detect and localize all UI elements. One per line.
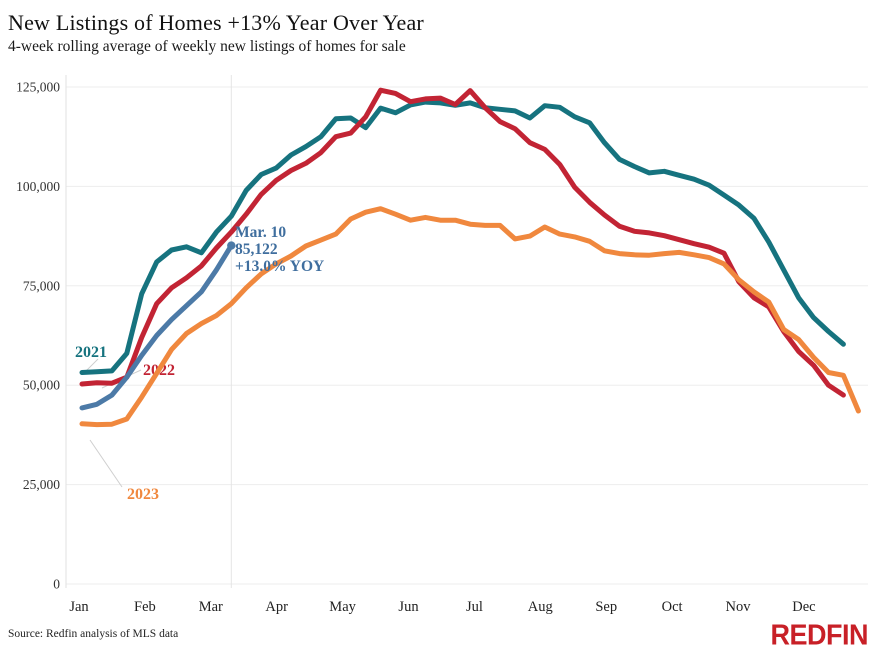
annotation-line3: +13.0% YOY: [235, 258, 324, 275]
x-tick-label: Apr: [265, 599, 288, 615]
series-line-2021: [79, 99, 846, 375]
series-line-2023: [79, 206, 861, 428]
x-tick-label: Mar: [199, 599, 223, 615]
redfin-logo: REDFIN: [770, 619, 869, 651]
x-tick-label: Jun: [398, 599, 419, 615]
annotation-line1: Mar. 10: [235, 224, 286, 241]
x-tick-label: May: [329, 599, 356, 615]
x-tick-label: Dec: [792, 599, 815, 615]
series-line-2022: [79, 87, 846, 398]
series-line-2024: [79, 243, 234, 411]
label-leader-line: [89, 439, 123, 488]
x-tick-label: Sep: [595, 599, 617, 615]
source-note: Source: Redfin analysis of MLS data: [8, 628, 179, 640]
x-tick-label: Jan: [69, 599, 89, 615]
series-label-2021: 2021: [75, 344, 107, 361]
y-tick-label: 50,000: [23, 378, 60, 393]
x-tick-label: Feb: [134, 599, 156, 615]
label-leader-line: [85, 358, 99, 372]
x-tick-label: Oct: [662, 599, 683, 615]
series-label-2023: 2023: [127, 486, 159, 503]
x-tick-label: Jul: [466, 599, 483, 615]
annotation-line2: 85,122: [235, 241, 278, 258]
y-tick-label: 0: [53, 577, 60, 592]
chart-title: New Listings of Homes +13% Year Over Yea…: [8, 10, 424, 35]
y-tick-label: 100,000: [16, 179, 60, 194]
x-tick-label: Nov: [726, 599, 752, 615]
chart-subtitle: 4-week rolling average of weekly new lis…: [8, 38, 406, 55]
x-tick-label: Aug: [528, 599, 553, 615]
y-tick-label: 75,000: [23, 278, 60, 293]
y-tick-label: 25,000: [23, 477, 60, 492]
y-tick-label: 125,000: [16, 80, 60, 95]
series-end-dot-2024: [227, 241, 236, 250]
